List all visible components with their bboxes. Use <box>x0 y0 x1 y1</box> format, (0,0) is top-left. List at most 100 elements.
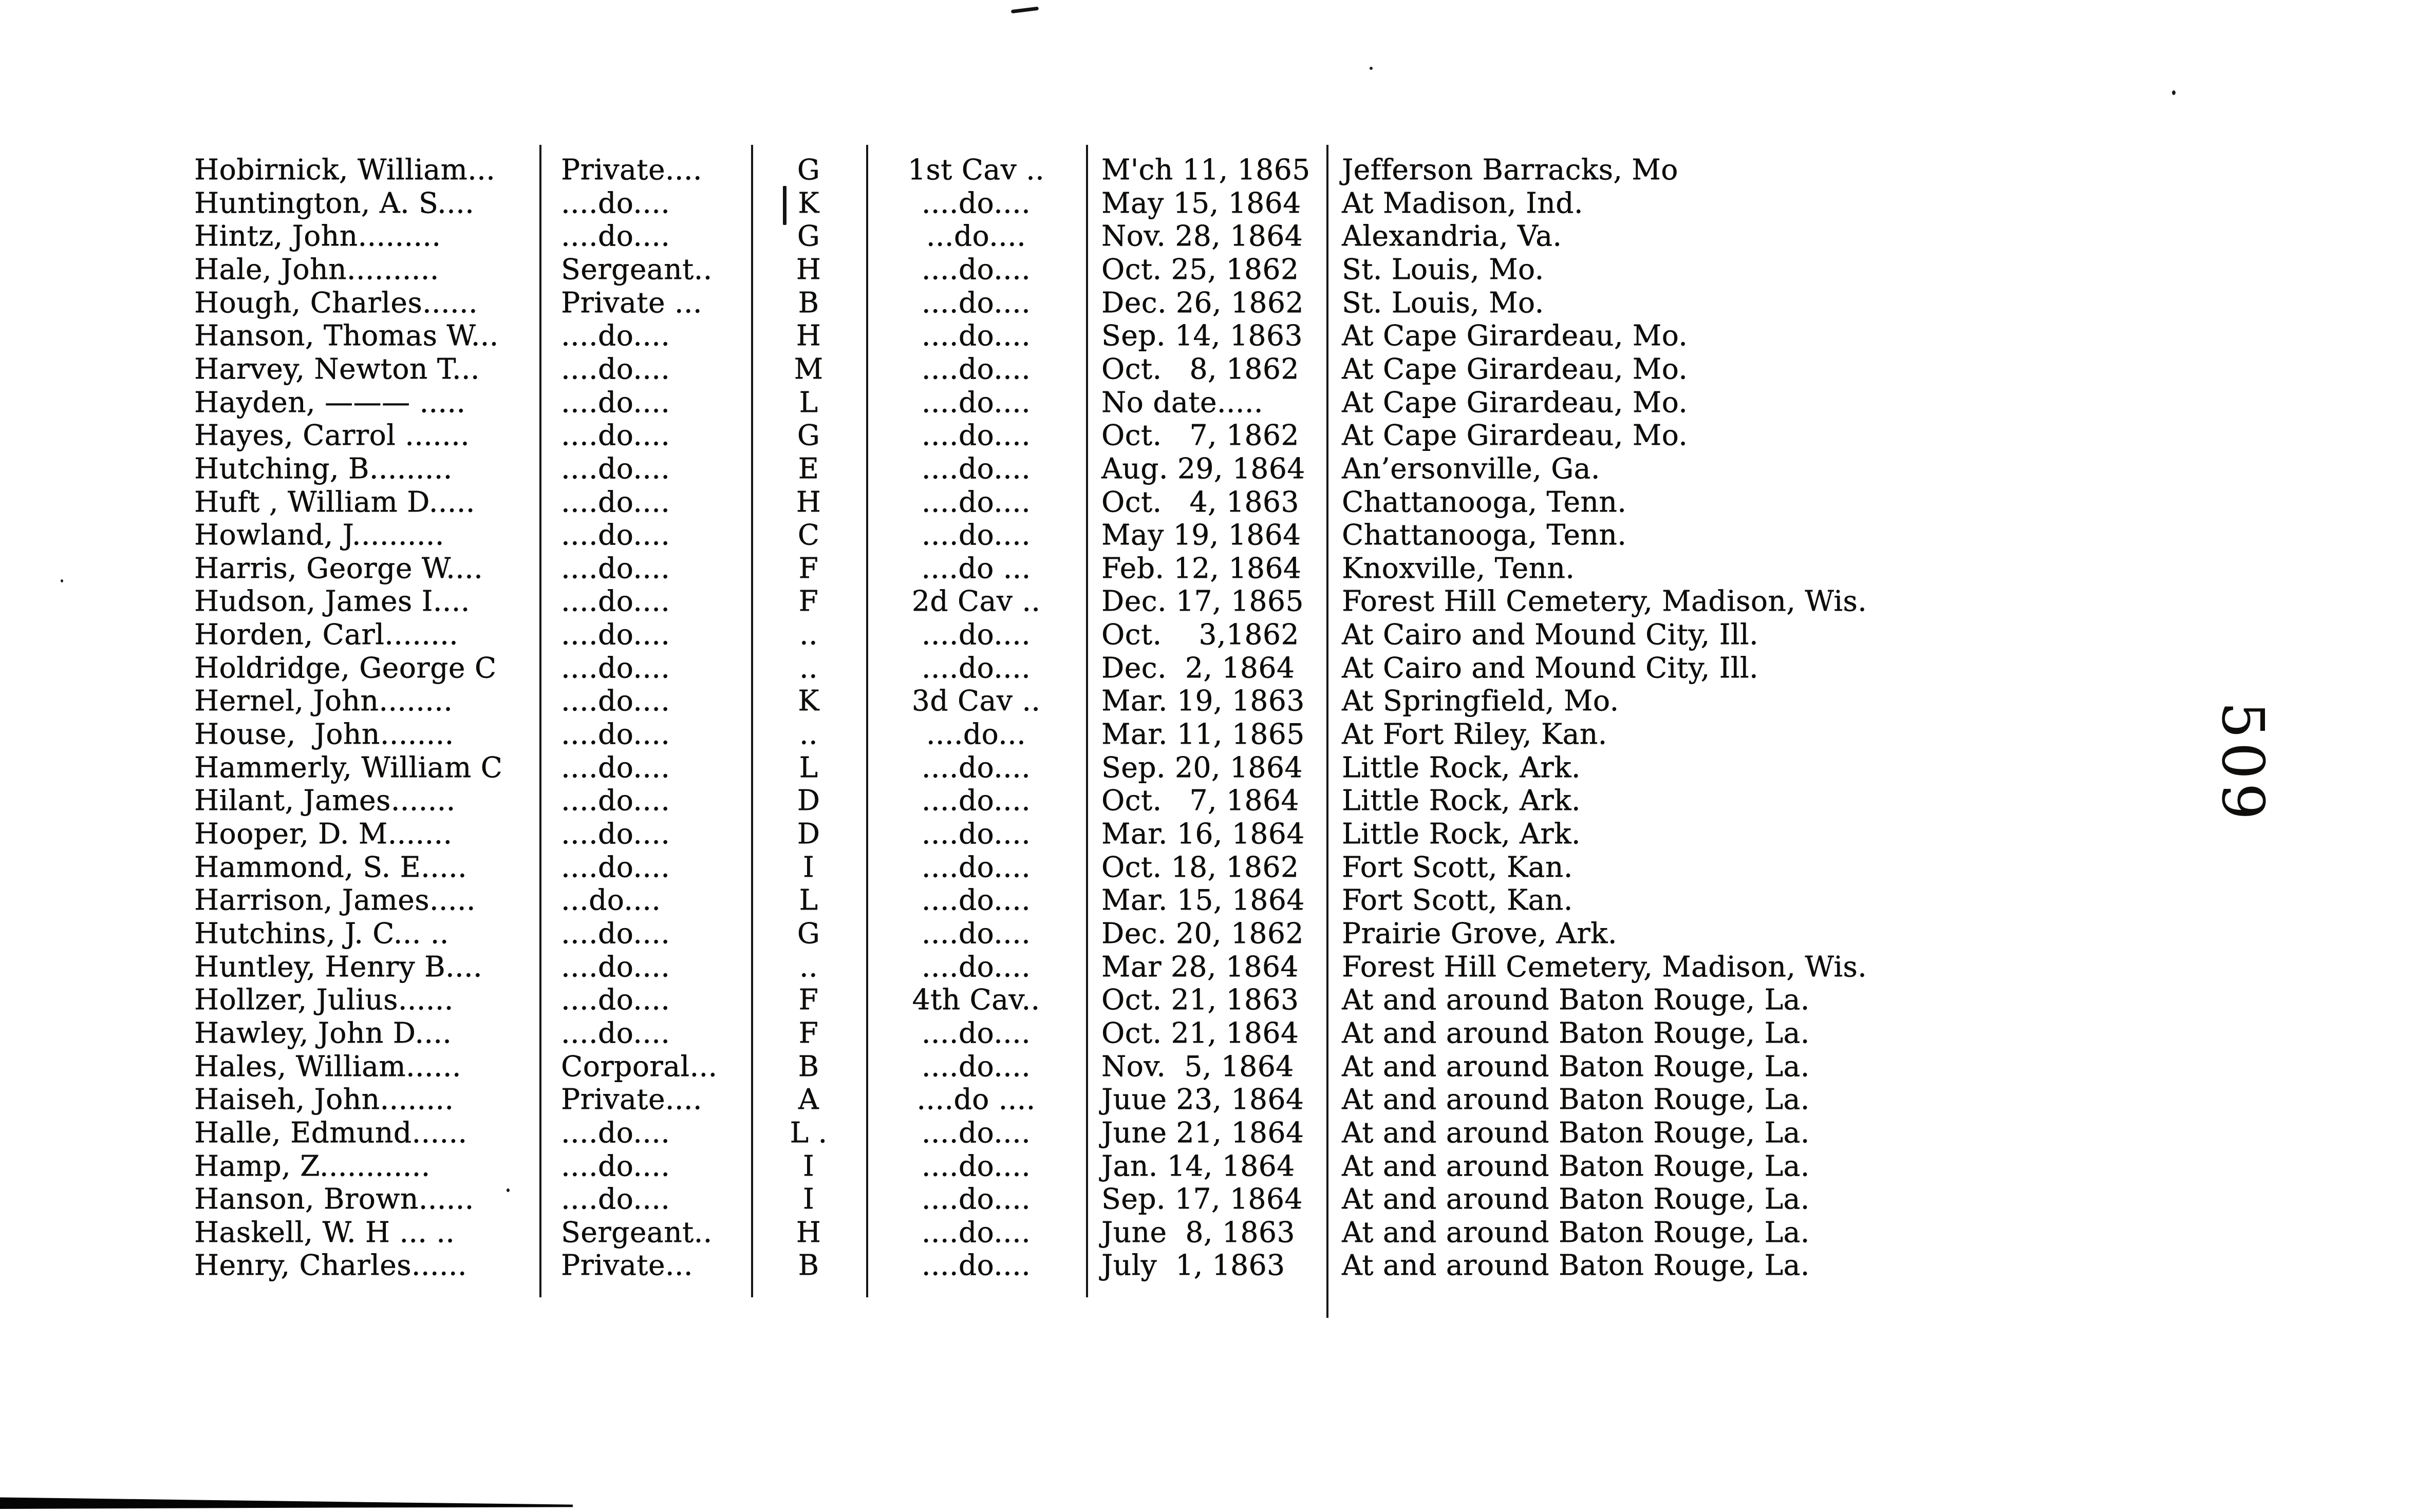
cell-place: Fort Scott, Kan. <box>1342 883 1573 917</box>
cell-name: Harrison, James..... <box>194 883 476 917</box>
cell-company: I <box>802 850 815 883</box>
cell-name: Hilant, James....... <box>194 784 456 817</box>
cell-company: G <box>797 916 820 950</box>
scan-speck <box>2172 90 2176 95</box>
cell-place: St. Louis, Mo. <box>1342 252 1544 286</box>
cell-regiment: ....do.... <box>921 817 1031 850</box>
cell-place: At Fort Riley, Kan. <box>1342 717 1607 751</box>
cell-date: Sep. 14, 1863 <box>1101 319 1303 352</box>
cell-place: Forest Hill Cemetery, Madison, Wis. <box>1342 584 1867 618</box>
cell-name: Huntley, Henry B.... <box>194 950 482 983</box>
cell-rank: ....do.... <box>561 784 670 817</box>
table-row: Huntley, Henry B.... ....do...... ....do..… <box>0 950 2435 984</box>
cell-date: Mar. 15, 1864 <box>1101 883 1305 917</box>
cell-company: G <box>797 153 820 186</box>
cell-company: D <box>797 817 820 850</box>
cell-date: Dec. 26, 1862 <box>1101 286 1304 319</box>
cell-company: .. <box>799 717 818 751</box>
cell-date: Mar. 19, 1863 <box>1101 684 1305 717</box>
table-row: Huft , William D..... ....do.... H ....do..… <box>0 485 2435 519</box>
table-row: Hanson, Brown...... ....do.... I ....do....… <box>0 1182 2435 1216</box>
cell-place: Prairie Grove, Ark. <box>1342 916 1617 950</box>
cell-name: Huft , William D..... <box>194 485 475 518</box>
cell-date: Mar. 11, 1865 <box>1101 717 1305 751</box>
ink-blot-artifact <box>783 186 786 225</box>
table-row: Harris, George W.... ....do.... F ....do ..… <box>0 552 2435 585</box>
table-row: Hamp, Z............ ....do.... I ....do....… <box>0 1149 2435 1183</box>
cell-date: Nov. 28, 1864 <box>1101 219 1303 253</box>
cell-regiment: ....do.... <box>921 385 1031 419</box>
cell-rank: ....do.... <box>561 684 670 717</box>
cell-regiment: ....do.... <box>921 916 1031 950</box>
cell-rank: ....do.... <box>561 1182 670 1216</box>
cell-place: Forest Hill Cemetery, Madison, Wis. <box>1342 950 1867 983</box>
cell-place: At and around Baton Rouge, La. <box>1342 1149 1810 1182</box>
cell-name: Haskell, W. H ... .. <box>194 1215 455 1249</box>
page-number: 509 <box>2209 702 2276 824</box>
cell-place: Chattanooga, Tenn. <box>1342 485 1627 518</box>
cell-name: Henry, Charles...... <box>194 1249 467 1282</box>
cell-rank: ....do.... <box>561 186 670 219</box>
cell-regiment: ....do.... <box>921 352 1031 385</box>
cell-date: Sep. 20, 1864 <box>1101 750 1303 784</box>
cell-company: B <box>798 286 819 319</box>
cell-company: K <box>798 684 819 717</box>
scan-dash-artifact <box>1010 6 1039 14</box>
cell-regiment: ....do.... <box>921 750 1031 784</box>
cell-regiment: ....do.... <box>921 485 1031 518</box>
cell-company: I <box>802 1182 815 1216</box>
cell-company: M <box>794 352 823 385</box>
cell-regiment: ....do... <box>926 717 1026 751</box>
cell-rank: ....do.... <box>561 817 670 850</box>
table-row: Henry, Charles...... Private... B ....do...… <box>0 1249 2435 1282</box>
table-row: Halle, Edmund...... ....do.... L . ....do..… <box>0 1116 2435 1149</box>
cell-regiment: ...do.... <box>926 219 1026 253</box>
cell-name: Hammond, S. E..... <box>194 850 467 883</box>
cell-regiment: ....do.... <box>921 850 1031 883</box>
table-row: Hooper, D. M....... ....do.... D ....do....… <box>0 817 2435 850</box>
cell-regiment: ....do ... <box>921 551 1031 584</box>
cell-date: Oct. 8, 1862 <box>1101 352 1299 385</box>
scan-speck <box>507 1188 510 1192</box>
cell-regiment: ....do.... <box>921 419 1031 452</box>
cell-place: At and around Baton Rouge, La. <box>1342 1249 1810 1282</box>
cell-place: At and around Baton Rouge, La. <box>1342 1016 1810 1049</box>
cell-company: F <box>798 584 819 618</box>
cell-place: At and around Baton Rouge, La. <box>1342 1116 1810 1149</box>
cell-date: Nov. 5, 1864 <box>1101 1049 1294 1083</box>
cell-name: Huntington, A. S.... <box>194 186 475 219</box>
cell-place: At Cape Girardeau, Mo. <box>1342 419 1688 452</box>
cell-rank: ....do.... <box>561 419 670 452</box>
cell-company: B <box>798 1249 819 1282</box>
cell-regiment: 2d Cav .. <box>911 584 1041 618</box>
cell-rank: ....do.... <box>561 950 670 983</box>
table-row: Hale, John.......... Sergeant.. H ....do...… <box>0 253 2435 286</box>
table-row: Hales, William...... Corporal... B ....do..… <box>0 1050 2435 1083</box>
cell-rank: ....do.... <box>561 319 670 352</box>
cell-date: July 1, 1863 <box>1101 1249 1285 1282</box>
cell-name: Hough, Charles...... <box>194 286 478 319</box>
cell-name: House, John........ <box>194 717 454 751</box>
column-rule-rank-company <box>751 145 753 1297</box>
cell-place: Knoxville, Tenn. <box>1342 551 1575 584</box>
table-row: Hammond, S. E..... ....do.... I ....do.... O… <box>0 850 2435 884</box>
cell-rank: Sergeant.. <box>561 1215 713 1249</box>
cell-company: F <box>798 1016 819 1049</box>
cell-date: Sep. 17, 1864 <box>1101 1182 1303 1216</box>
cell-name: Hintz, John......... <box>194 219 441 253</box>
cell-date: Aug. 29, 1864 <box>1101 451 1305 485</box>
cell-date: Oct. 18, 1862 <box>1101 850 1299 883</box>
cell-date: Dec. 2, 1864 <box>1101 651 1295 684</box>
cell-company: G <box>797 219 820 253</box>
cell-rank: ....do.... <box>561 518 670 552</box>
cell-name: Harris, George W.... <box>194 551 483 584</box>
cell-place: At and around Baton Rouge, La. <box>1342 1215 1810 1249</box>
cell-company: G <box>797 419 820 452</box>
cell-name: Holdridge, George C <box>194 651 497 684</box>
scan-speck <box>1370 67 1373 70</box>
table-row: Hilant, James....... ....do.... D ....do...… <box>0 784 2435 817</box>
cell-place: At Cairo and Mound City, Ill. <box>1342 618 1758 651</box>
cell-date: Oct. 7, 1864 <box>1101 784 1299 817</box>
cell-rank: Corporal... <box>561 1049 718 1083</box>
